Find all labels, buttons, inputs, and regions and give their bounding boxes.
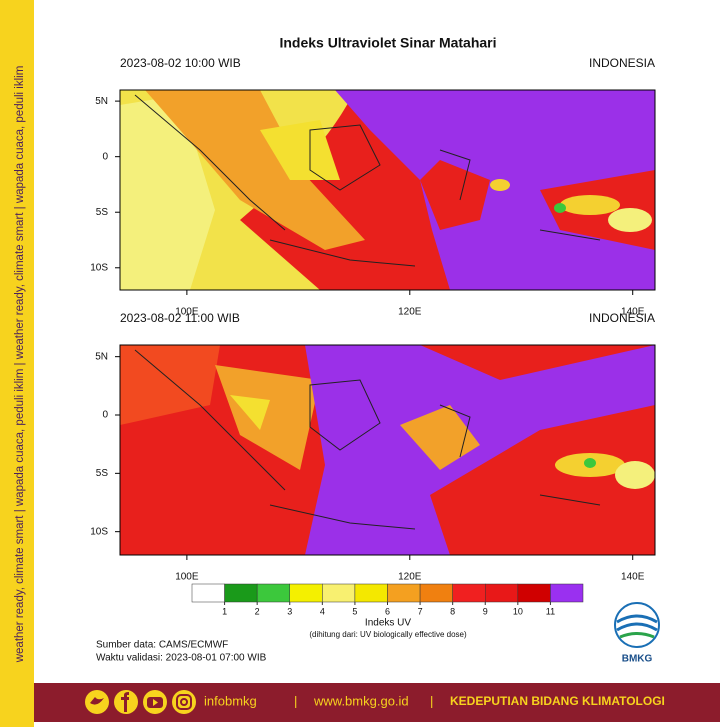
footer-separator: | [294,693,297,708]
field [260,120,340,180]
y-tick-label: 5N [95,96,108,107]
map-panel [120,345,655,555]
colorbar-box [517,583,551,603]
colorbar-box [485,583,519,603]
x-tick-label: 120E [398,572,422,583]
x-tick-label: 120E [398,307,422,318]
field [490,179,510,191]
validity: Waktu validasi: 2023-08-01 07:00 WIB [96,653,267,664]
field [145,90,365,250]
side-strip [0,0,34,727]
colorbar-label: 3 [287,606,292,616]
colorbar-box [550,583,584,603]
colorbar-box [289,583,323,603]
colorbar-label: 10 [513,606,523,616]
social-icons [85,690,196,714]
y-tick-label: 5S [96,468,109,479]
field [305,345,655,555]
instagram-icon[interactable] [172,690,196,714]
colorbar-label: 7 [418,606,423,616]
field [615,461,655,489]
y-tick-label: 0 [102,151,108,162]
x-tick-label: 140E [621,572,645,583]
panel-time: 2023-08-02 11:00 WIB [120,311,240,325]
side-text: weather ready, climate smart | wapada cu… [14,66,26,664]
colorbar-subtitle: (dihitung dari: UV biologically effectiv… [309,630,467,639]
field [554,203,566,213]
colorbar-box [419,583,453,603]
logo-wave [616,614,658,632]
y-tick-label: 0 [102,410,108,421]
icon-glyph [153,699,158,706]
panel-region: INDONESIA [589,56,655,70]
footer-band [34,683,720,722]
y-tick-label: 5S [96,207,109,218]
x-tick-label: 100E [175,307,199,318]
x-tick-label: 140E [621,307,645,318]
source: Sumber data: CAMS/ECMWF [96,640,228,651]
colorbar-label: 1 [222,606,227,616]
colorbar-title: Indeks UV [365,618,411,629]
footer-website[interactable]: www.bmkg.go.id [313,693,409,708]
bmkg-logo: BMKG [614,602,660,665]
field [230,395,270,430]
field [120,95,215,290]
footer-unit: KEDEPUTIAN BIDANG KLIMATOLOGI [450,694,665,708]
colorbar-box [191,583,225,603]
field [420,160,490,230]
icon-glyph [180,698,188,706]
y-tick-label: 5N [95,351,108,362]
colorbar-label: 8 [450,606,455,616]
colorbar-label: 9 [483,606,488,616]
icon-glyph [176,694,192,710]
colorbar-label: 4 [320,606,325,616]
footer-separator: | [430,693,433,708]
field [215,365,320,470]
icon-glyph [121,692,129,712]
coastline [134,94,601,267]
colorbar-label: 5 [352,606,357,616]
colorbar-box [387,583,421,603]
field [608,208,652,232]
map-frame [119,344,656,556]
colorbar-box [452,583,486,603]
footer-handle[interactable]: infobmkg [204,693,257,708]
field [400,405,480,470]
colorbar-box [354,583,388,603]
map-panel [120,90,655,290]
colorbar-label: 2 [255,606,260,616]
panel-time: 2023-08-02 10:00 WIB [120,56,241,70]
y-tick-label: 10S [90,526,108,537]
icon-glyph [90,697,104,705]
panel-region: INDONESIA [589,311,655,325]
colorbar-box [256,583,290,603]
title: Indeks Ultraviolet Sinar Matahari [279,35,496,51]
logo-wave [619,632,655,639]
coastline [134,349,601,530]
map-frame [119,89,656,291]
logo-text: BMKG [622,654,653,665]
field [584,458,596,468]
colorbar-box [224,583,258,603]
field [560,195,620,215]
x-tick-label: 100E [175,572,199,583]
colorbar-label: 6 [385,606,390,616]
colorbar-box [322,583,356,603]
colorbar-label: 11 [546,606,555,616]
y-tick-label: 10S [90,262,108,273]
field [120,345,220,425]
